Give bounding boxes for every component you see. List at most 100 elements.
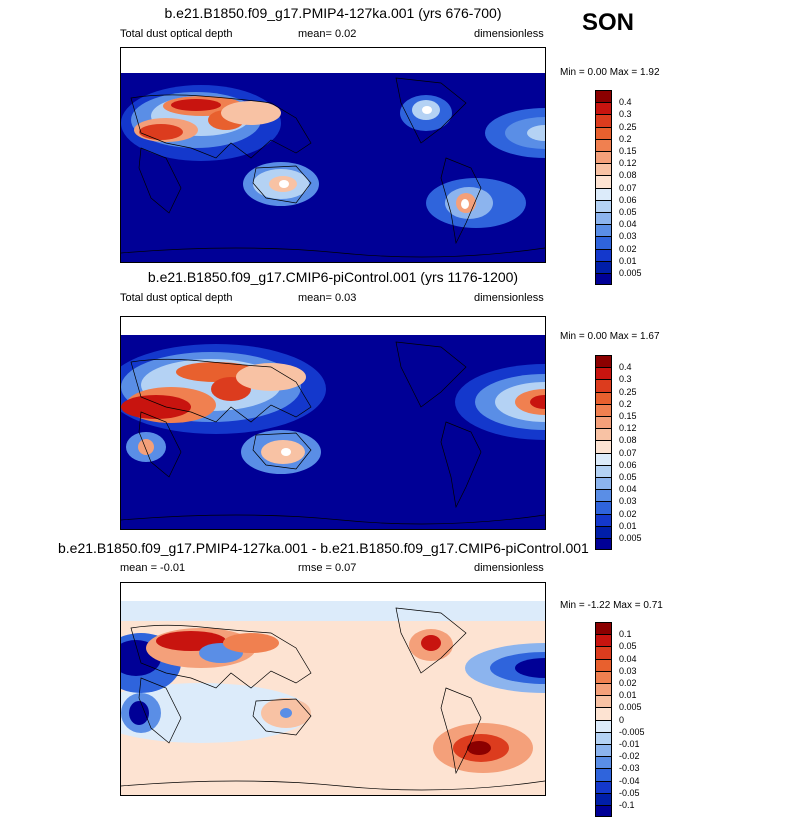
colorbar-swatch [595,805,612,817]
colorbar-swatch [595,102,612,115]
colorbar-tick-label: 0.05 [619,472,637,482]
colorbar-tick-label: 0.05 [619,641,637,652]
colorbar-swatch [595,151,612,164]
panel-2-map [120,316,546,530]
colorbar-swatch [595,379,612,392]
panel-2-title: b.e21.B1850.f09_g17.CMIP6-piControl.001 … [147,269,519,285]
colorbar-tick-label: 0.05 [619,207,637,217]
colorbar-swatch [595,792,612,805]
colorbar-swatch [595,683,612,696]
colorbar-swatch [595,236,612,249]
colorbar-swatch [595,452,612,465]
colorbar-swatch [595,187,612,200]
colorbar-tick-label: 0.04 [619,653,637,664]
colorbar-swatch [595,260,612,273]
colorbar-swatch [595,477,612,490]
colorbar-swatch [595,248,612,261]
colorbar-swatch [595,513,612,526]
colorbar-swatch [595,707,612,720]
colorbar-tick-label: 0 [619,714,625,725]
panel-1-min-max: Min = 0.00 Max = 1.92 [560,67,660,78]
colorbar-tick-label: 0.03 [619,665,637,676]
colorbar-tick-label: 0.12 [619,423,637,434]
colorbar-tick-label: 0.06 [619,459,637,470]
colorbar-tick-label: 0.2 [619,133,632,144]
panel-3-mean-label: mean = -0.01 [120,562,186,574]
colorbar-tick-label: -0.005 [619,726,645,737]
colorbar-swatch [595,622,612,635]
colorbar-tick-label: 0.04 [619,484,637,495]
colorbar-tick-label: 0.01 [619,255,637,266]
colorbar-tick-label: 0.005 [619,268,642,278]
colorbar-tick-label: 0.03 [619,496,637,507]
panel-1-title: b.e21.B1850.f09_g17.PMIP4-127ka.001 (yrs… [164,5,502,21]
colorbar-tick-label: 0.15 [619,146,637,156]
panel-2-units-label: dimensionless [474,292,544,304]
colorbar-tick-label: 0.25 [619,121,637,132]
panel-1-variable-label: Total dust optical depth [120,28,233,40]
colorbar-tick-label: 0.02 [619,243,637,254]
colorbar-swatch [595,428,612,441]
colorbar-swatch [595,367,612,380]
colorbar-swatch [595,756,612,769]
colorbar-swatch [595,126,612,139]
panel-3-rmse-label: rmse = 0.07 [298,562,357,574]
colorbar-swatch [595,175,612,188]
colorbar-tick-label: -0.04 [619,775,640,786]
colorbar-swatch [595,90,612,103]
colorbar-swatch [595,538,612,551]
colorbar-tick-label: 0.12 [619,158,637,169]
colorbar-swatch [595,780,612,793]
colorbar-tick-label: 0.005 [619,702,642,713]
colorbar-tick-label: 0.1 [619,629,632,640]
panel-3-field [121,583,545,791]
colorbar-swatch [595,273,612,286]
colorbar-swatch [595,489,612,502]
colorbar-swatch [595,658,612,671]
colorbar-tick-label: 0.2 [619,398,632,409]
colorbar-tick-label: 0.01 [619,690,637,701]
colorbar-tick-label: 0.4 [619,97,632,108]
colorbar-swatch [595,670,612,683]
panel-3-map [120,582,546,796]
colorbar-swatch [595,138,612,151]
colorbar-swatch [595,768,612,781]
colorbar-swatch [595,634,612,647]
colorbar-swatch [595,403,612,416]
panel-1-field [121,48,545,258]
colorbar-swatch [595,212,612,225]
colorbar-tick-label: -0.1 [619,800,635,810]
colorbar-swatch [595,501,612,514]
colorbar-swatch [595,695,612,708]
colorbar-tick-label: -0.01 [619,739,640,749]
panel-1-map [120,47,546,263]
colorbar-tick-label: 0.3 [619,374,632,385]
colorbar-swatch [595,114,612,127]
colorbar-swatch [595,416,612,429]
panel-2-field [121,317,545,525]
colorbar-swatch [595,355,612,368]
colorbar-swatch [595,464,612,477]
colorbar-swatch [595,199,612,212]
colorbar-tick-label: 0.15 [619,411,637,421]
colorbar-tick-label: 0.25 [619,386,637,397]
colorbar-tick-label: 0.03 [619,231,637,242]
colorbar-swatch [595,440,612,453]
colorbar-tick-label: 0.07 [619,182,637,193]
panel-2-min-max: Min = 0.00 Max = 1.67 [560,331,660,342]
colorbar-swatch [595,744,612,757]
panel-2-mean-label: mean= 0.03 [298,292,357,304]
colorbar-tick-label: 0.08 [619,170,637,181]
colorbar-swatch [595,163,612,176]
panel-1-units-label: dimensionless [474,28,544,40]
colorbar-tick-label: 0.01 [619,520,637,531]
panel-3-title: b.e21.B1850.f09_g17.PMIP4-127ka.001 - b.… [58,540,589,556]
colorbar-tick-label: 0.4 [619,362,632,373]
colorbar-tick-label: 0.3 [619,109,632,120]
colorbar-swatch [595,224,612,237]
season-label: SON [582,9,635,36]
colorbar-tick-label: 0.08 [619,435,637,446]
colorbar-tick-label: 0.02 [619,508,637,519]
colorbar-swatch [595,719,612,732]
panel-2-variable-label: Total dust optical depth [120,292,233,304]
